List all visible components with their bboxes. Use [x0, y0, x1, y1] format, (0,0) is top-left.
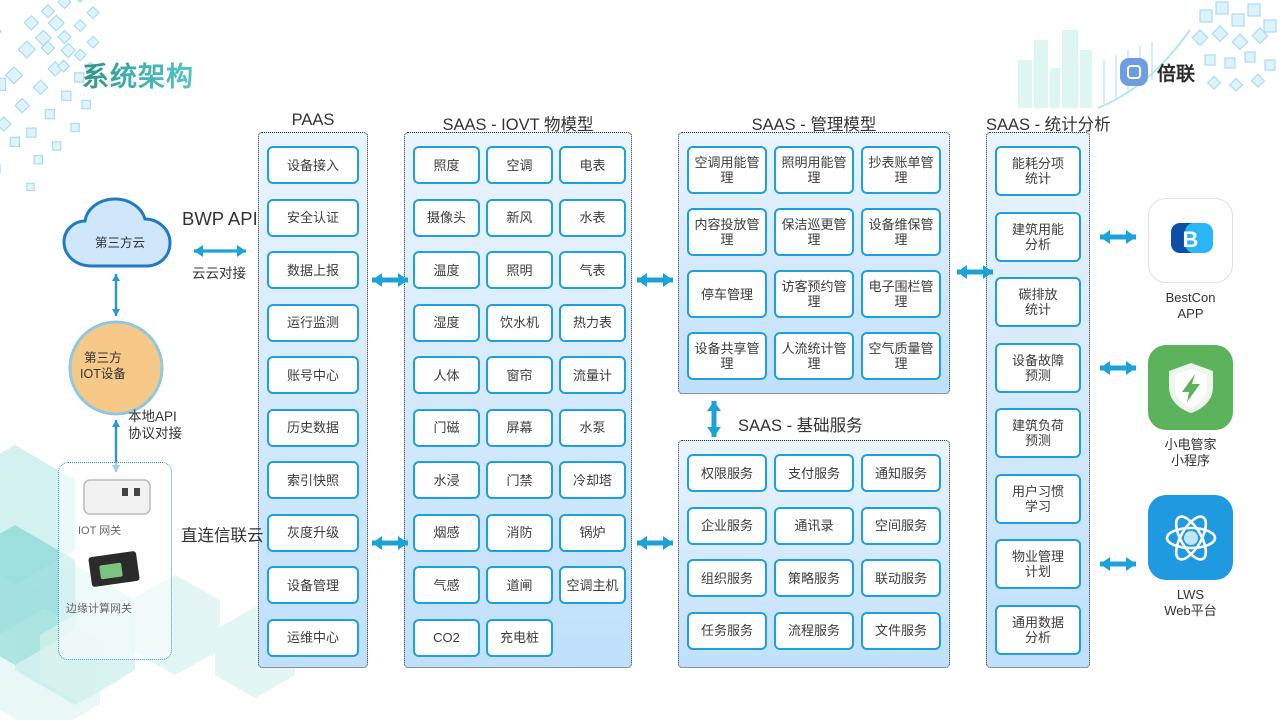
- svg-text:B: B: [1183, 227, 1199, 252]
